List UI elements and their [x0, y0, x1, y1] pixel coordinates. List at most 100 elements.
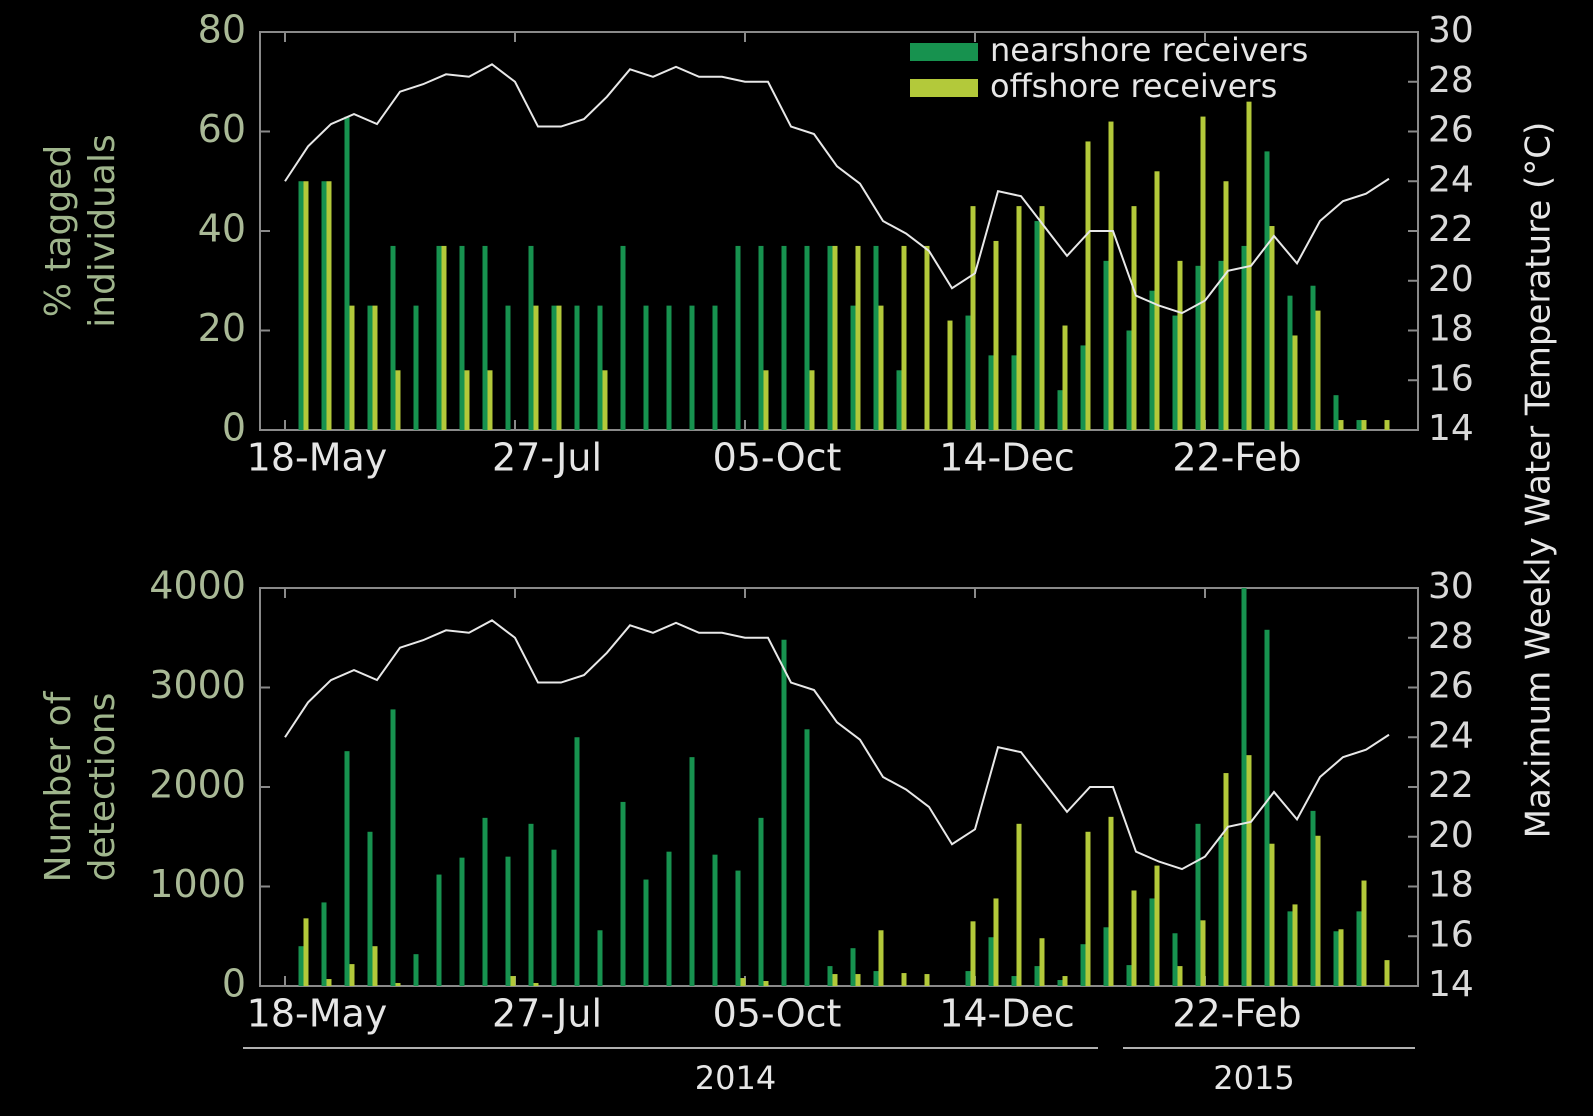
bar — [965, 971, 971, 986]
bar — [827, 966, 833, 986]
bar — [436, 245, 442, 430]
bar — [395, 370, 401, 430]
bar — [1016, 206, 1022, 430]
bar — [763, 370, 769, 430]
bar — [924, 974, 930, 986]
bar — [1287, 295, 1293, 430]
y2-tick-label: 24 — [1428, 159, 1474, 200]
bar — [1218, 836, 1224, 986]
bar — [643, 879, 649, 986]
legend-label: offshore receivers — [990, 67, 1277, 105]
bar — [551, 305, 557, 430]
bar — [326, 979, 332, 986]
bar — [832, 974, 838, 986]
x-tick-label: 27-Jul — [492, 992, 602, 1036]
bar — [763, 981, 769, 986]
bar — [1338, 929, 1344, 986]
x-tick-label: 05-Oct — [713, 992, 842, 1036]
year-label: 2015 — [1213, 1059, 1294, 1097]
bar — [1080, 345, 1086, 430]
bar — [1103, 260, 1109, 430]
bar — [528, 823, 534, 986]
bar — [1154, 865, 1160, 986]
bar — [298, 946, 304, 986]
bar — [735, 870, 741, 986]
y2-tick-label: 16 — [1428, 914, 1474, 955]
bar — [413, 954, 419, 986]
y2-tick-label: 18 — [1428, 309, 1474, 350]
y-tick-label: 40 — [198, 207, 246, 251]
bar — [556, 305, 562, 430]
y2-tick-label: 14 — [1428, 408, 1474, 449]
bar — [1246, 755, 1252, 986]
y-tick-label: 0 — [222, 406, 246, 450]
bar — [1085, 141, 1091, 430]
bar — [1218, 260, 1224, 430]
x-tick-label: 22-Feb — [1172, 992, 1301, 1036]
bar — [924, 245, 930, 430]
bar — [1384, 960, 1390, 986]
bar — [878, 305, 884, 430]
bar — [1338, 420, 1344, 430]
bar — [1310, 285, 1316, 430]
legend-label: nearshore receivers — [990, 31, 1308, 69]
bar — [758, 817, 764, 986]
bar — [510, 976, 516, 986]
bar — [1131, 890, 1137, 986]
y2-tick-label: 28 — [1428, 616, 1474, 657]
y2-tick-label: 24 — [1428, 715, 1474, 756]
bar — [1085, 831, 1091, 986]
bar — [459, 245, 465, 430]
bar — [873, 971, 879, 986]
bar — [1039, 206, 1045, 430]
bar — [988, 355, 994, 430]
bar — [970, 206, 976, 430]
bar — [1011, 976, 1017, 986]
bar — [395, 983, 401, 986]
bar — [1200, 116, 1206, 430]
bar — [1103, 927, 1109, 986]
y2-tick-label: 20 — [1428, 259, 1474, 300]
y2-tick-label: 30 — [1428, 566, 1474, 607]
y2-axis-label: Maximum Weekly Water Temperature (°C) — [1519, 122, 1559, 839]
bar — [850, 305, 856, 430]
bar — [1034, 966, 1040, 986]
x-tick-label: 18-May — [247, 436, 388, 480]
bar — [602, 370, 608, 430]
bar — [344, 116, 350, 430]
bar — [482, 245, 488, 430]
bar — [1264, 629, 1270, 986]
bar — [344, 751, 350, 986]
bar — [804, 245, 810, 430]
bar — [1195, 265, 1201, 430]
y2-tick-label: 20 — [1428, 815, 1474, 856]
x-tick-label: 14-Dec — [939, 992, 1075, 1036]
bar — [1177, 260, 1183, 430]
bar — [1062, 976, 1068, 986]
bar — [1361, 880, 1367, 986]
bar — [1131, 206, 1137, 430]
bar — [321, 181, 327, 430]
bar — [993, 898, 999, 986]
bar — [1177, 966, 1183, 986]
bar — [620, 245, 626, 430]
y2-tick-label: 26 — [1428, 110, 1474, 151]
bar — [970, 921, 976, 986]
y-tick-label: 3000 — [149, 663, 246, 707]
bar — [505, 305, 511, 430]
bar — [712, 854, 718, 986]
bar — [947, 320, 953, 430]
bar — [689, 757, 695, 986]
y2-tick-label: 16 — [1428, 358, 1474, 399]
bar — [850, 948, 856, 986]
bar — [1287, 911, 1293, 986]
bar — [1126, 330, 1132, 430]
bar — [1292, 904, 1298, 986]
bar — [827, 245, 833, 430]
bar — [1269, 843, 1275, 986]
bar — [459, 857, 465, 986]
bar — [597, 305, 603, 430]
y-axis-label: detections — [82, 693, 123, 882]
y-tick-label: 80 — [198, 8, 246, 52]
